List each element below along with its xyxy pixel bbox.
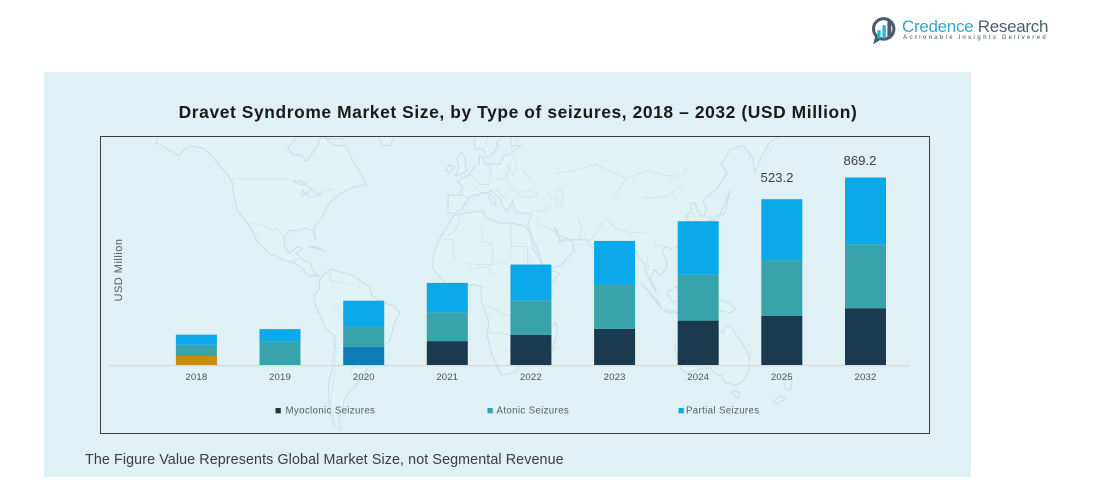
svg-text:USD Million: USD Million xyxy=(113,239,125,302)
svg-text:Atonic Seizures: Atonic Seizures xyxy=(497,406,570,417)
svg-text:2022: 2022 xyxy=(520,372,542,383)
svg-text:2020: 2020 xyxy=(353,372,375,383)
svg-text:2023: 2023 xyxy=(604,372,626,383)
svg-text:2025: 2025 xyxy=(771,372,793,383)
svg-text:523.2: 523.2 xyxy=(760,170,793,185)
svg-text:2032: 2032 xyxy=(855,372,877,383)
svg-text:Partial Seizures: Partial Seizures xyxy=(686,406,759,417)
svg-text:Myoclonic Seizures: Myoclonic Seizures xyxy=(286,406,376,417)
svg-text:2024: 2024 xyxy=(687,372,709,383)
svg-text:869.2: 869.2 xyxy=(843,153,876,168)
svg-text:2018: 2018 xyxy=(185,372,207,383)
svg-text:2019: 2019 xyxy=(269,372,291,383)
svg-text:2021: 2021 xyxy=(436,372,458,383)
